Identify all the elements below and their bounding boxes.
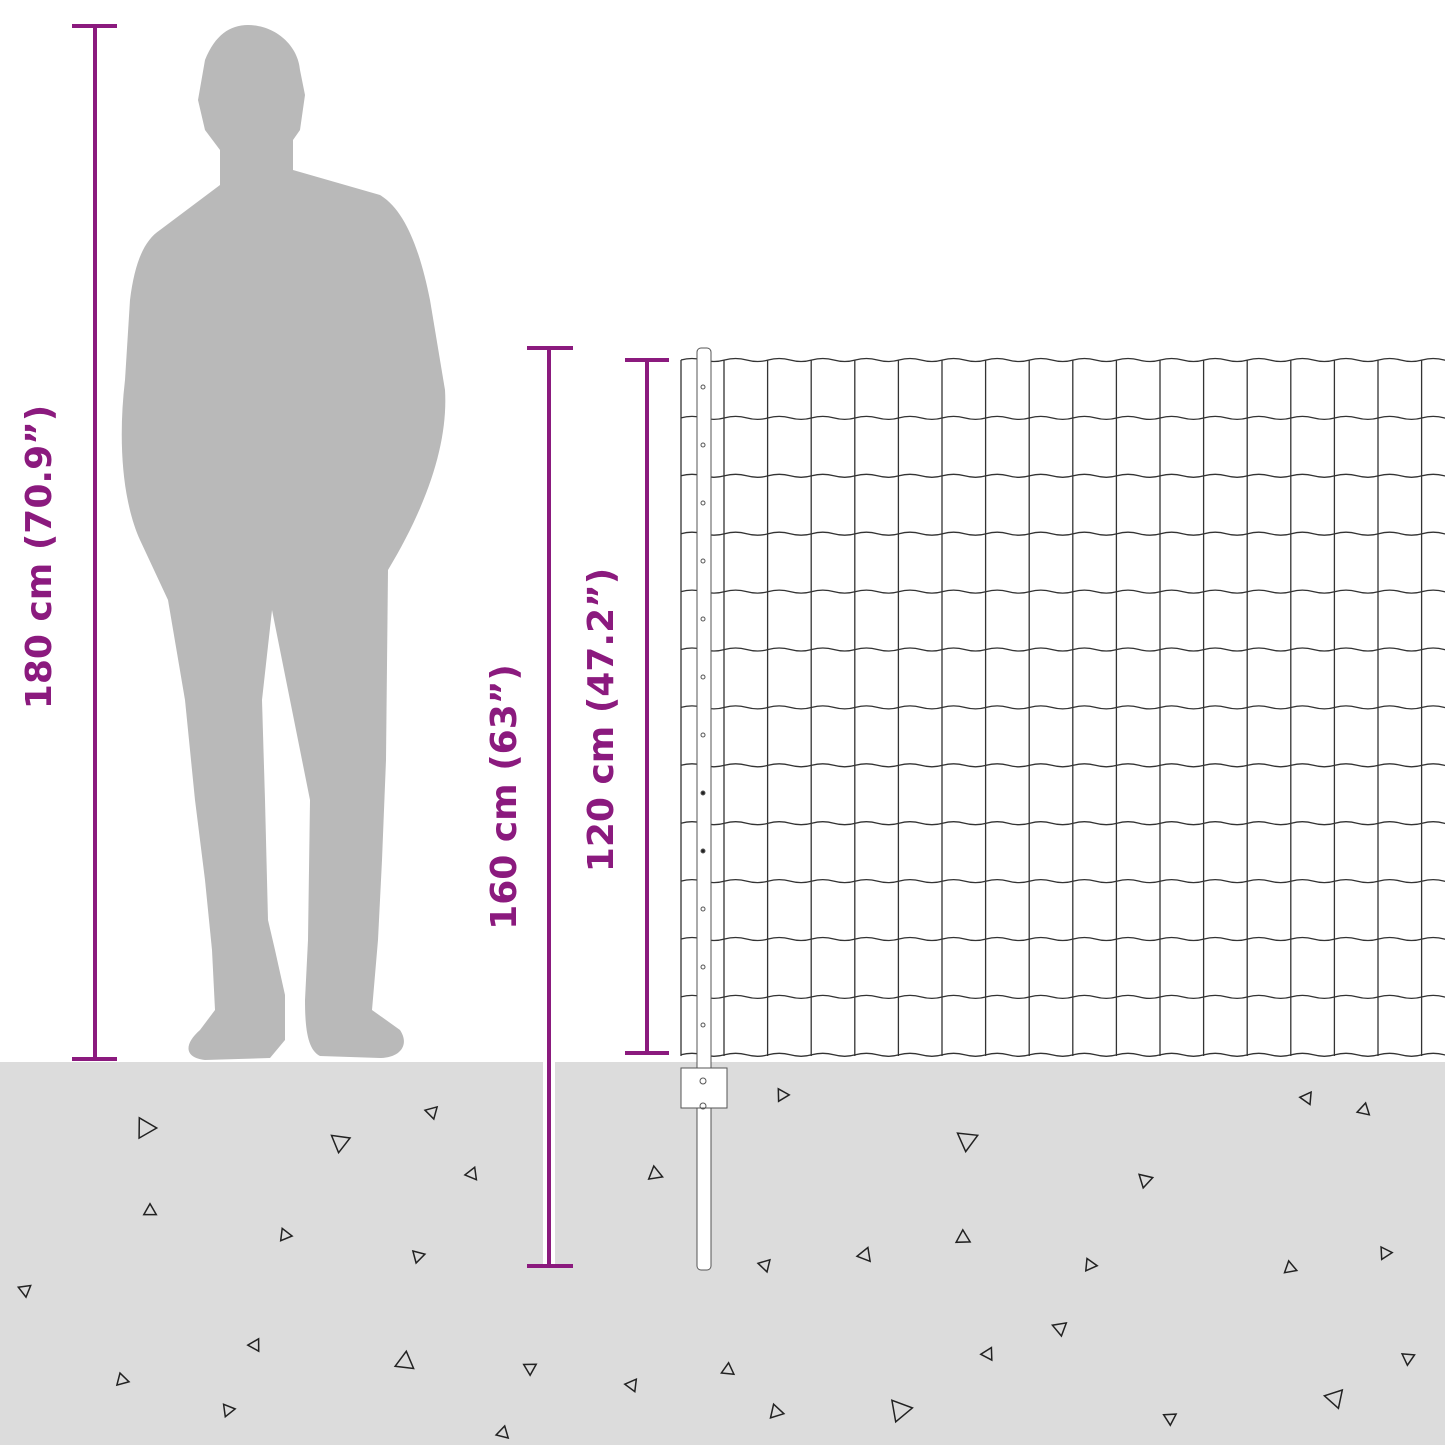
stone-mark [756, 1258, 771, 1274]
fence-horizontal-wire [680, 647, 1445, 652]
stone-mark [494, 1424, 510, 1440]
fence-horizontal-wire [680, 531, 1445, 536]
stone-mark [279, 1227, 294, 1242]
stone-mark [855, 1246, 872, 1263]
stone-mark [890, 1399, 914, 1424]
post-hole [700, 1022, 706, 1028]
stone-mark [411, 1249, 427, 1265]
fence-horizontal-wire [680, 589, 1445, 594]
fence-horizontal-wire [680, 878, 1445, 884]
post-hole [700, 964, 706, 970]
stone-mark [246, 1337, 260, 1353]
stone-mark [954, 1228, 972, 1244]
stone-mark [1322, 1388, 1344, 1410]
post-hole [700, 500, 706, 506]
fence-horizontal-wire [680, 763, 1445, 768]
post-hole [700, 384, 706, 390]
post-hole [700, 674, 706, 680]
stone-mark [222, 1403, 237, 1419]
stone-mark [16, 1284, 32, 1299]
stone-mark [979, 1346, 993, 1362]
stone-mark [393, 1349, 415, 1370]
ground [0, 1062, 1445, 1445]
post-hole [700, 732, 706, 738]
stone-mark [1050, 1321, 1068, 1338]
post-hole [700, 848, 706, 854]
stone-mark [647, 1164, 664, 1181]
stone-mark [1162, 1413, 1178, 1427]
fence-horizontal-wire [680, 936, 1445, 942]
post-height-label: 160 cm (63”) [484, 664, 525, 930]
fence-height-label: 120 cm (47.2”) [581, 568, 622, 872]
fence-post [680, 347, 728, 1271]
stone-mark [1400, 1353, 1416, 1367]
post-hole [700, 442, 706, 448]
post-hole [700, 790, 706, 796]
stone-mark [769, 1402, 786, 1420]
post-hole [700, 616, 706, 622]
fence-horizontal-wire [680, 357, 1445, 363]
stone-mark [1380, 1245, 1394, 1261]
stone-mark [423, 1105, 439, 1121]
stone-mark [1298, 1090, 1312, 1106]
stone-mark [777, 1087, 791, 1103]
person-silhouette [121, 25, 446, 1060]
post-hole [700, 558, 706, 564]
ground-stones [16, 1087, 1416, 1440]
stone-mark [1138, 1173, 1155, 1190]
stone-mark [1283, 1259, 1299, 1274]
stone-mark [720, 1361, 736, 1376]
fence-mesh [680, 357, 1445, 1057]
stone-mark [1355, 1101, 1371, 1116]
stone-mark [138, 1116, 159, 1140]
fence-dimension-line [625, 358, 669, 1055]
stone-mark [115, 1371, 131, 1387]
post-dimension-line [527, 346, 573, 1268]
person-dimension-line [72, 24, 117, 1061]
fence-horizontal-wire [680, 705, 1445, 710]
fence-horizontal-wire [680, 994, 1445, 1000]
fence-horizontal-wire [680, 821, 1445, 826]
post-hole [700, 906, 706, 912]
stone-mark [956, 1132, 980, 1154]
fence-horizontal-wire [680, 473, 1445, 478]
person-height-label: 180 cm (70.9”) [19, 405, 60, 709]
fence-horizontal-wire [680, 415, 1445, 421]
stone-mark [623, 1377, 638, 1393]
stone-mark [142, 1202, 158, 1216]
stone-mark [1084, 1257, 1099, 1273]
stone-mark [330, 1134, 352, 1155]
stone-mark [522, 1363, 538, 1377]
stone-mark [463, 1165, 478, 1181]
fence-horizontal-wire [680, 1052, 1445, 1057]
